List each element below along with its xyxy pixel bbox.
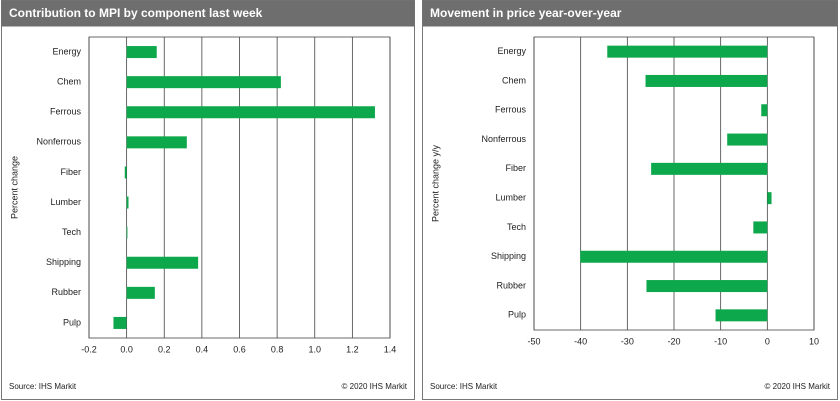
plot-frame — [533, 36, 815, 331]
bar — [126, 106, 375, 119]
panel — [1, 0, 415, 400]
y-tick-label: Shipping — [46, 257, 81, 267]
y-tick-label: Lumber — [50, 197, 81, 207]
x-tick-label: -10 — [714, 336, 727, 346]
y-tick-label: Ferrous — [495, 105, 527, 115]
x-tick-label: 0 — [765, 336, 770, 346]
y-tick-label: Chem — [502, 75, 526, 85]
bar — [580, 250, 768, 263]
y-tick-label: Tech — [62, 227, 81, 237]
bar — [727, 133, 768, 146]
y-tick-label: Shipping — [491, 251, 526, 261]
y-tick-label: Nonferrous — [481, 134, 526, 144]
x-tick-label: 0.8 — [271, 344, 284, 354]
y-tick-label: Lumber — [495, 193, 526, 203]
y-tick-label: Rubber — [496, 280, 526, 290]
bar — [761, 104, 768, 117]
y-tick-label: Fiber — [60, 167, 81, 177]
x-tick-label: -40 — [574, 336, 587, 346]
bar — [126, 196, 129, 209]
plot-frame — [88, 36, 391, 339]
bar — [124, 166, 127, 179]
source: Source: IHS Markit — [430, 382, 498, 391]
copyright: © 2020 IHS Markit — [342, 382, 408, 391]
bar — [126, 46, 157, 59]
x-tick-label: 1.0 — [308, 344, 321, 354]
bar — [651, 162, 768, 175]
bar — [126, 76, 281, 89]
x-tick-label: 0.0 — [120, 344, 133, 354]
x-tick-label: -30 — [621, 336, 634, 346]
axis-label: Percent change — [9, 156, 19, 219]
bar — [126, 256, 199, 269]
bar — [715, 309, 768, 322]
y-tick-label: Chem — [57, 77, 81, 87]
y-tick-label: Fiber — [505, 163, 526, 173]
x-tick-label: -0.2 — [81, 344, 97, 354]
bar — [126, 136, 187, 149]
chart-title: Contribution to MPI by component last we… — [9, 6, 263, 20]
bar — [126, 286, 155, 299]
panel-header — [422, 0, 838, 27]
bar — [646, 280, 768, 293]
x-tick-label: 0.6 — [233, 344, 246, 354]
x-tick-label: 10 — [809, 336, 819, 346]
x-tick-label: 0.2 — [158, 344, 171, 354]
x-tick-label: -50 — [527, 336, 540, 346]
y-tick-label: Energy — [497, 46, 526, 56]
y-tick-label: Energy — [52, 46, 81, 56]
x-tick-label: 1.4 — [384, 344, 397, 354]
y-tick-label: Pulp — [63, 317, 81, 327]
y-tick-label: Nonferrous — [36, 137, 81, 147]
axis-label: Percent change y/y — [430, 144, 440, 222]
bar — [753, 221, 768, 234]
source: Source: IHS Markit — [9, 382, 77, 391]
y-tick-label: Tech — [507, 222, 526, 232]
bar — [767, 192, 772, 205]
y-tick-label: Ferrous — [50, 107, 82, 117]
x-tick-label: 0.4 — [196, 344, 209, 354]
copyright: © 2020 IHS Markit — [765, 382, 831, 391]
chart-title: Movement in price year-over-year — [430, 6, 622, 20]
bar — [113, 316, 127, 329]
x-tick-label: -20 — [667, 336, 680, 346]
bar — [126, 226, 128, 239]
bar — [645, 74, 768, 87]
bar — [607, 45, 768, 58]
y-tick-label: Pulp — [508, 310, 526, 320]
panel-header — [1, 0, 415, 27]
x-tick-label: 1.2 — [346, 344, 359, 354]
y-tick-label: Rubber — [51, 287, 81, 297]
